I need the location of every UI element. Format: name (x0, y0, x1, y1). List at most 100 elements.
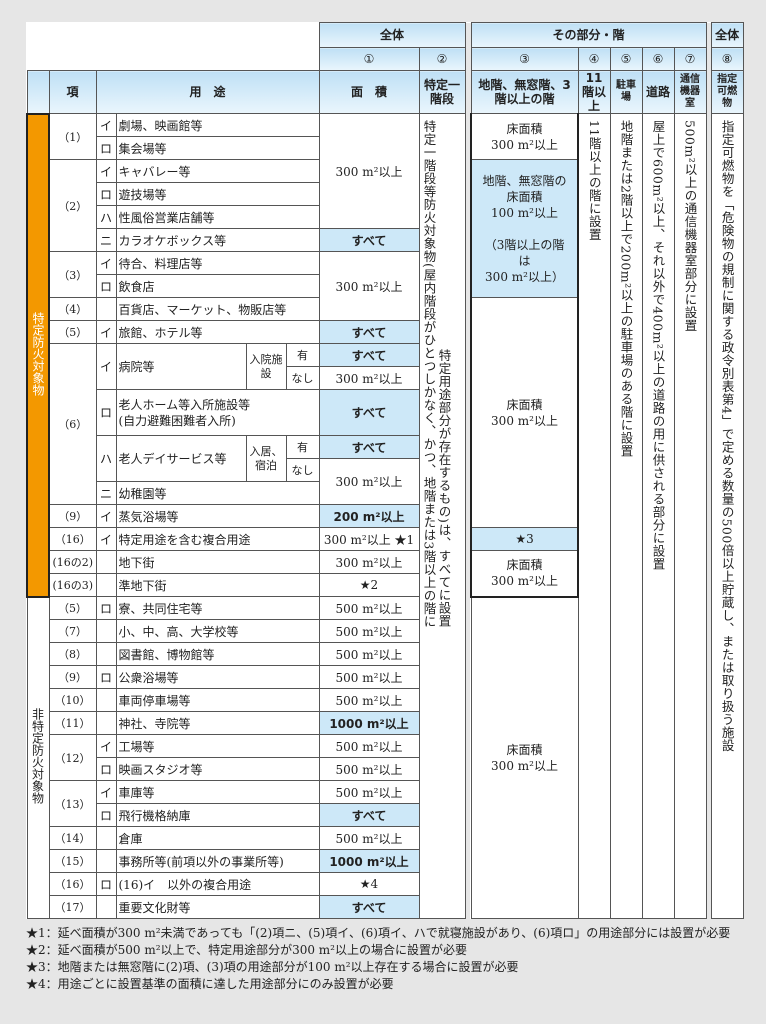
col-num-5: ⑤ (609, 47, 643, 71)
kou-cell: （6） (48, 343, 97, 505)
table-row: ロ集会場等 (27, 136, 743, 160)
col2-cell: 特定一階段等防火対象物(屋内階段がひとつしかなく、かつ、地階または3階以上の階に… (418, 113, 466, 919)
sub-cell (95, 573, 117, 597)
col-num-4: ④ (577, 47, 611, 71)
option-cell: なし (285, 458, 320, 482)
area-cell: 500 m²以上 (318, 619, 420, 643)
footnote: ★4：用途ごとに設置基準の面積に達した用途部分にのみ設置が必要 (26, 977, 394, 991)
header-kou: 項 (48, 70, 97, 114)
sub-cell: ロ (95, 136, 117, 160)
area-cell: ★4 (318, 872, 420, 896)
col5-text: 地階または2階以上で200m²以上の駐車場のある階に設置 (618, 120, 634, 458)
table-row: ロ遊技場等 (27, 182, 743, 206)
sub-cell: ロ (95, 389, 117, 436)
area-cell: すべて (318, 803, 420, 827)
use-cell: 蒸気浴場等 (115, 504, 320, 528)
option-cell: 有 (285, 435, 320, 459)
col5-cell: 地階または2階以上で200m²以上の駐車場のある階に設置 (609, 113, 643, 919)
header-overall: 全体 (318, 22, 466, 48)
col-num-7: ⑦ (673, 47, 707, 71)
use-cell: 工場等 (115, 734, 320, 758)
sub-cell: ロ (95, 872, 117, 896)
sub-cell: ロ (95, 757, 117, 781)
use-cell: 集会場等 (115, 136, 320, 160)
sub-cell (95, 297, 117, 321)
area-cell: 300 m²以上 (318, 458, 420, 505)
header-overall-2: 全体 (710, 22, 744, 48)
use-cell: 飛行機格納庫 (115, 803, 320, 827)
page-content: 全体 その部分・階 全体 ① ② ③ ④ ⑤ ⑥ ⑦ ⑧ 項 用 途 面 積 特… (26, 22, 744, 993)
kou-cell: （2） (48, 159, 97, 252)
kou-cell: （16） (48, 527, 97, 551)
col3-cell: 床面積 300 m²以上 (470, 596, 579, 919)
kou-cell: （15） (48, 849, 97, 873)
col2-text: 特定用途部分が存在するもの)は、すべてに設置 (436, 349, 452, 628)
area-cell: 500 m²以上 (318, 688, 420, 712)
sub-cell: ロ (95, 182, 117, 206)
use-cell: 旅館、ホテル等 (115, 320, 320, 344)
col3-cell: 床面積 300 m²以上 (470, 550, 580, 598)
use-cell: 神社、寺院等 (115, 711, 320, 735)
table-row: （8） 図書館、博物館等 500 m²以上 (27, 642, 743, 666)
footnotes: ★1：延べ面積が300 m²未満であっても「(2)項ニ、(5)項イ、(6)項イ、… (26, 925, 742, 993)
area-cell: ★2 (318, 573, 420, 597)
sub-cell: ロ (95, 274, 117, 298)
use-cell: 車両停車場等 (115, 688, 320, 712)
use-cell: 特定用途を含む複合用途 (115, 527, 320, 551)
use-cell: 事務所等(前項以外の事業所等) (115, 849, 320, 873)
use-cell: キャバレー等 (115, 159, 320, 183)
header-side-blank (26, 70, 50, 114)
area-cell: 500 m²以上 (318, 757, 420, 781)
group-label: 特定防火対象物 (31, 311, 45, 396)
use-cell: カラオケボックス等 (115, 228, 320, 252)
sub-cell: ハ (95, 205, 117, 229)
header-youto: 用 途 (95, 70, 320, 114)
header-c8: 指定可燃物 (710, 70, 744, 114)
area-cell: 300 m²以上 ★1 (318, 527, 420, 551)
table-row: （17） 重要文化財等 すべて (27, 895, 743, 919)
sub-cell: イ (95, 320, 117, 344)
kou-cell: （10） (48, 688, 97, 712)
sub-cell: イ (95, 504, 117, 528)
use-cell: 幼稚園等 (115, 481, 320, 505)
kou-cell: （16） (48, 872, 97, 896)
kou-cell: （1） (48, 113, 97, 160)
col-num-8: ⑧ (710, 47, 744, 71)
use-cell: 遊技場等 (115, 182, 320, 206)
gap (465, 22, 472, 114)
use-cell: 車庫等 (115, 780, 320, 804)
col8-text: 指定可燃物を「危険物の規制に関する政令別表第4」で定める数量の500倍以上貯蔵し… (719, 120, 735, 752)
sub-cell: イ (95, 780, 117, 804)
table-row: (16の3) 準地下街 ★2 (27, 573, 743, 597)
area-cell: 500 m²以上 (318, 780, 420, 804)
use-text: 老人ホーム等入所施設等 (118, 397, 251, 412)
sub-cell: ニ (95, 228, 117, 252)
kou-cell: （4） (48, 297, 97, 321)
area-cell: 1000 m²以上 (318, 849, 420, 873)
area-cell: 500 m²以上 (318, 826, 420, 850)
option-cell: 有 (285, 343, 320, 367)
sub-cell: ロ (95, 596, 117, 620)
option-cell: なし (285, 366, 320, 390)
sub-cell: ロ (95, 803, 117, 827)
area-cell: すべて (318, 320, 420, 344)
footnote: ★1：延べ面積が300 m²未満であっても「(2)項ニ、(5)項イ、(6)項イ、… (26, 926, 731, 940)
area-cell: 500 m²以上 (318, 734, 420, 758)
area-cell: 200 m²以上 (318, 504, 420, 528)
use-text: (自力避難困難者入所) (118, 413, 236, 428)
table-row: 特定防火対象物 （1） イ 劇場、映画館等 300 m²以上 特定一階段等防火対… (26, 112, 744, 919)
table-row: （5）イ旅館、ホテル等 すべて (27, 320, 743, 344)
gap (706, 22, 712, 114)
condition-cell: 入院施設 (245, 343, 287, 390)
col3-cell: 床面積 300 m²以上 (470, 297, 580, 528)
group-tokutei: 特定防火対象物 (26, 112, 50, 598)
area-cell: すべて (318, 228, 420, 252)
table-row: ロ老人ホーム等入所施設等 (自力避難困難者入所) すべて (27, 389, 743, 436)
area-cell: 300 m²以上 (318, 251, 420, 321)
area-cell: 500 m²以上 (318, 642, 420, 666)
kou-cell: （5） (48, 596, 97, 620)
kou-cell: （13） (48, 780, 97, 827)
header-c3: 地階、無窓階、3階以上の階 (470, 70, 579, 114)
use-cell: 老人デイサービス等 (115, 435, 247, 482)
kou-cell: （14） (48, 826, 97, 850)
